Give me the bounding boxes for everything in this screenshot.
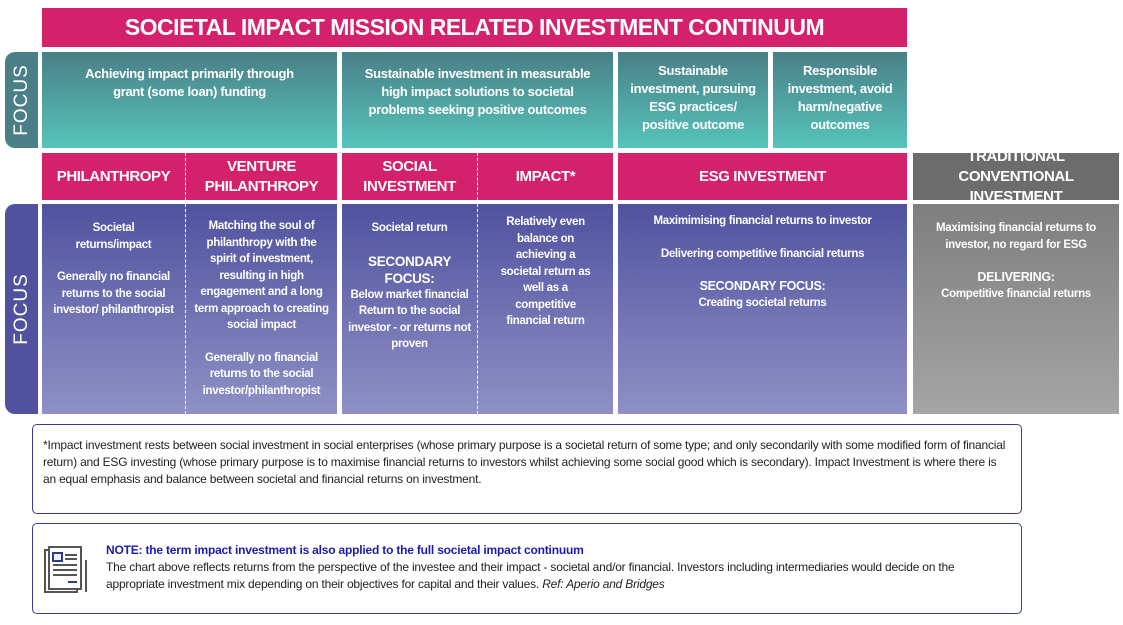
focus-responsible-investment: Responsible investment, avoid harm/negat… xyxy=(773,52,907,148)
category-traditional-investment: TRADITIONAL CONVENTIONAL INVESTMENT xyxy=(913,148,1119,205)
detail-venture-philanthropy: Matching the soul of philanthropy with t… xyxy=(185,204,337,414)
focus-grant-funding: Achieving impact primarily through grant… xyxy=(42,52,337,148)
category-esg-investment: ESG INVESTMENT xyxy=(618,153,907,200)
category-impact: IMPACT* xyxy=(477,153,613,200)
detail-text: Competitive financial returns xyxy=(941,287,1091,300)
category-philanthropy: PHILANTHROPY xyxy=(42,153,185,200)
secondary-focus-label: SECONDARY FOCUS: xyxy=(368,253,452,286)
detail-text: Generally no financial returns to the so… xyxy=(202,351,321,397)
detail-philanthropy: Societal returns/impact Generally no fin… xyxy=(42,204,185,414)
focus-label-text: FOCUS xyxy=(10,64,32,136)
detail-text: Delivering competitive financial returns xyxy=(660,247,865,260)
detail-social-investment: Societal return SECONDARY FOCUS: Below m… xyxy=(342,204,477,414)
detail-esg-investment: Maximimising financial returns to invest… xyxy=(618,204,907,414)
document-icon xyxy=(44,546,87,593)
detail-traditional-investment: Maximising financial returns to investor… xyxy=(913,204,1119,414)
secondary-focus-label: SECONDARY FOCUS: xyxy=(699,279,826,293)
category-venture-philanthropy: VENTURE PHILANTHROPY xyxy=(185,153,337,200)
detail-text: Maximimising financial returns to invest… xyxy=(653,215,872,227)
detail-text: Societal return xyxy=(371,222,448,234)
note-reference: Ref: Aperio and Bridges xyxy=(542,577,665,591)
focus-label-bottom: FOCUS xyxy=(5,204,38,414)
detail-impact: Relatively even balance on achieving a s… xyxy=(477,204,613,414)
focus-label-top: FOCUS xyxy=(5,52,38,148)
note-box: NOTE: the term impact investment is also… xyxy=(32,523,1022,614)
detail-text: Relatively even balance on achieving a s… xyxy=(500,216,591,327)
note-body: The chart above reflects returns from th… xyxy=(106,560,955,591)
delivering-label: DELIVERING: xyxy=(977,270,1055,284)
detail-text: Below market financial Return to the soc… xyxy=(348,288,471,351)
diagram-title: SOCIETAL IMPACT MISSION RELATED INVESTME… xyxy=(42,8,907,47)
detail-text: Generally no financial returns to the so… xyxy=(53,271,174,316)
category-social-investment: SOCIAL INVESTMENT xyxy=(342,153,477,200)
footnote-box: *Impact investment rests between social … xyxy=(32,424,1022,514)
footnote-text: *Impact investment rests between social … xyxy=(43,438,1006,486)
detail-text: Maximising financial returns to investor… xyxy=(935,222,1097,251)
focus-sustainable-investment: Sustainable investment in measurable hig… xyxy=(342,52,613,148)
detail-text: Creating societal returns xyxy=(698,296,827,309)
note-title: NOTE: the term impact investment is also… xyxy=(106,543,584,557)
focus-esg-practices: Sustainable investment, pursuing ESG pra… xyxy=(618,52,768,148)
detail-text: Societal returns/impact xyxy=(75,222,152,251)
focus-label-text: FOCUS xyxy=(10,273,32,345)
detail-text: Matching the soul of philanthropy with t… xyxy=(194,220,329,331)
